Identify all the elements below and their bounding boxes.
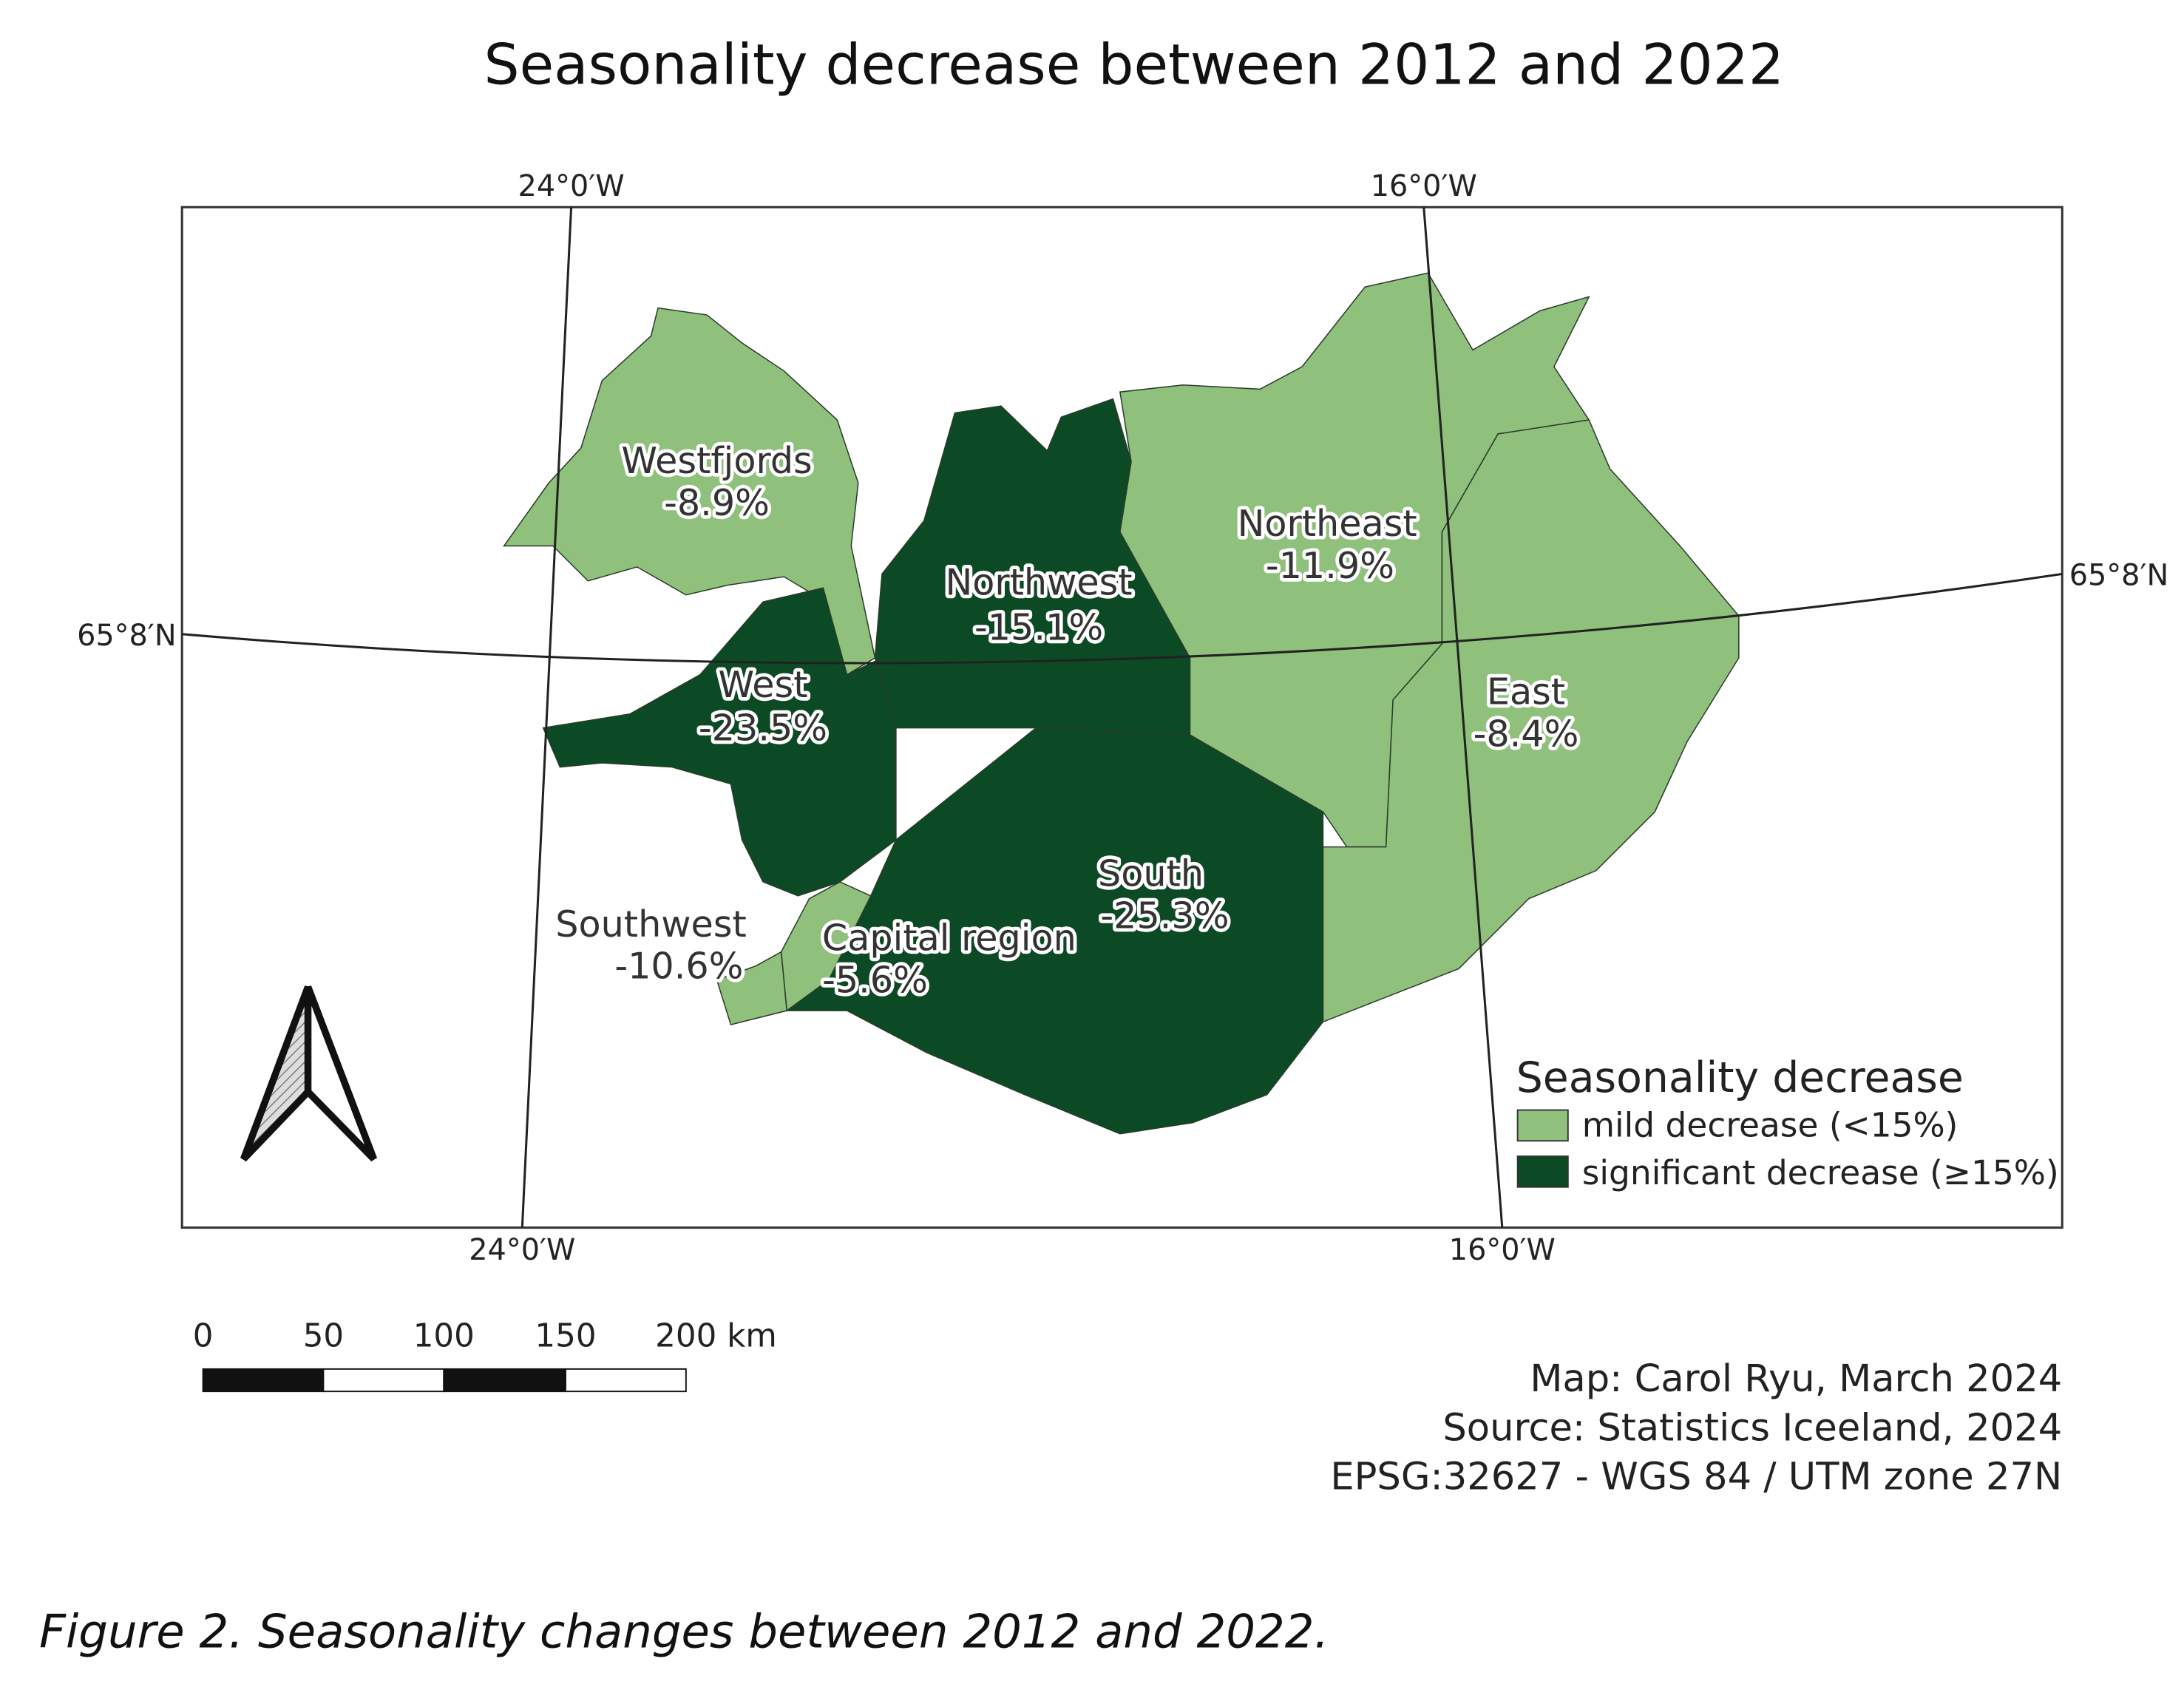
- region-name: Northwest: [945, 561, 1132, 604]
- credit-line: Source: Statistics Iceeland, 2024: [1442, 1406, 2062, 1450]
- scale-label: 150: [535, 1318, 596, 1355]
- credits: Map: Carol Ryu, March 2024 Source: Stati…: [1330, 1357, 2062, 1499]
- meridian: [1422, 207, 1504, 1228]
- region-east: [1322, 419, 1740, 1023]
- scale-segment: [322, 1368, 445, 1393]
- region-name: Northeast: [1238, 502, 1417, 545]
- region-value: -8.9%: [664, 481, 770, 524]
- graticule-label: 24°0′W: [518, 169, 625, 203]
- credit-line: Map: Carol Ryu, March 2024: [1530, 1357, 2062, 1401]
- region-value: -5.6%: [822, 959, 928, 1002]
- region-name: Capital region: [822, 917, 1076, 960]
- region-value: -25.3%: [1100, 894, 1229, 937]
- scale-bar: 0 50 100 150 200 km: [193, 1318, 777, 1393]
- scale-segment: [565, 1368, 687, 1393]
- arrow-right: [304, 985, 378, 1162]
- legend-label: significant decrease (≥15%): [1582, 1153, 2059, 1192]
- scale-segment: [443, 1368, 566, 1393]
- region-name: Westfjords: [621, 439, 812, 482]
- scale-label: 200 km: [655, 1318, 777, 1355]
- legend-label: mild decrease (<15%): [1582, 1106, 1959, 1145]
- scale-label: 100: [413, 1318, 475, 1355]
- region-westfjords: [503, 307, 876, 676]
- credit-line: EPSG:32627 - WGS 84 / UTM zone 27N: [1330, 1456, 2062, 1499]
- scale-label: 50: [303, 1318, 344, 1355]
- region-name: Southwest: [555, 903, 747, 946]
- graticule-label: 16°0′W: [1371, 169, 1477, 203]
- region-name: South: [1098, 852, 1204, 895]
- caption: Figure 2. Seasonality changes between 20…: [39, 1605, 1329, 1659]
- scale-segment: [202, 1368, 325, 1393]
- region-value: -8.4%: [1473, 712, 1579, 755]
- legend-title: Seasonality decrease: [1516, 1053, 1964, 1102]
- region-west: [542, 587, 897, 897]
- legend-swatch: [1516, 1155, 1569, 1188]
- graticule-label: 16°0′W: [1449, 1233, 1556, 1267]
- graticule-label: 24°0′W: [469, 1233, 575, 1267]
- region-labels: Westfjords -8.9% Northwest -15.1% Northe…: [552, 435, 1583, 1005]
- parallel: [182, 572, 2063, 665]
- title: Seasonality decrease between 2012 and 20…: [484, 33, 1785, 98]
- scale-label: 0: [193, 1318, 214, 1355]
- region-southwest: [716, 951, 788, 1025]
- region-value: -15.1%: [974, 605, 1103, 648]
- legend: Seasonality decrease mild decrease (<15%…: [1516, 1053, 2059, 1192]
- region-value: -10.6%: [614, 945, 743, 988]
- graticule-label: 65°8′N: [2069, 558, 2169, 592]
- legend-swatch: [1516, 1109, 1569, 1142]
- region-name: West: [718, 663, 807, 706]
- north-arrow: [240, 985, 378, 1162]
- region-name: East: [1487, 670, 1565, 713]
- map-frame: [180, 206, 2063, 1229]
- meridian: [520, 207, 573, 1228]
- graticule-label: 65°8′N: [77, 619, 177, 653]
- region-value: -11.9%: [1266, 544, 1394, 587]
- region-value: -23.5%: [699, 707, 827, 750]
